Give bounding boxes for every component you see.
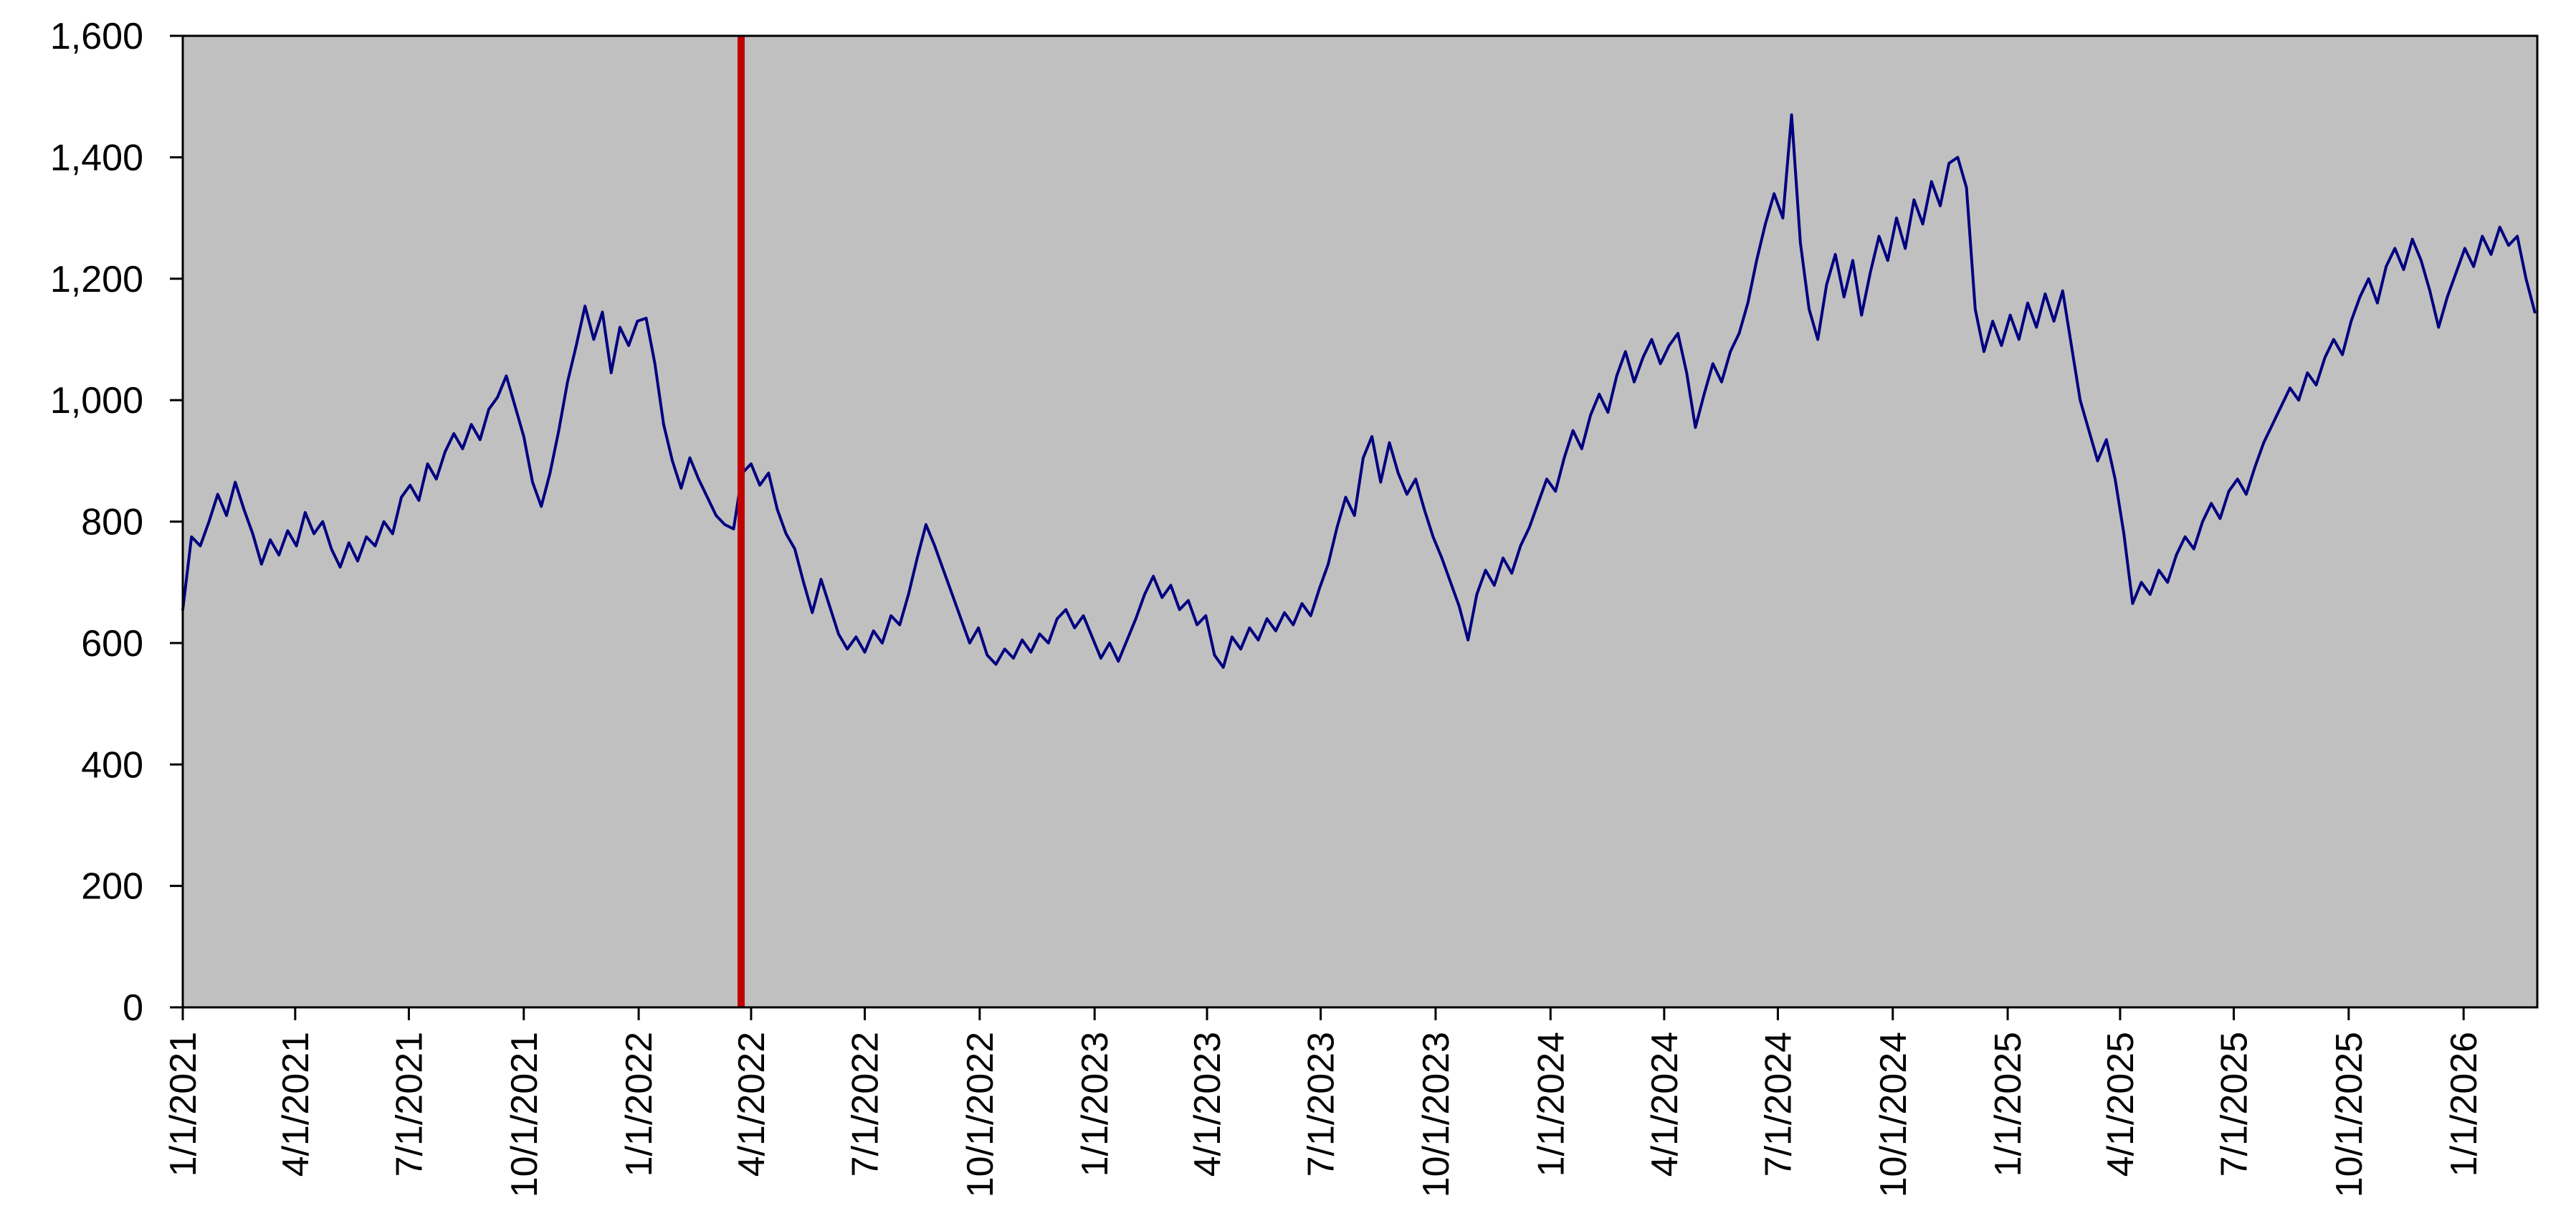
y-axis-tick-label: 600: [81, 623, 143, 665]
x-axis-tick-label: 4/1/2023: [1187, 1032, 1229, 1177]
x-axis-tick-label: 10/1/2025: [2329, 1032, 2370, 1197]
x-axis-tick-label: 1/1/2023: [1074, 1032, 1116, 1177]
x-axis-tick-label: 10/1/2024: [1873, 1032, 1914, 1197]
price-line: [181, 113, 2537, 669]
y-axis-tick-label: 1,200: [50, 259, 143, 300]
x-axis-tick-label: 10/1/2023: [1416, 1032, 1457, 1197]
x-axis-tick-label: 7/1/2021: [388, 1032, 430, 1177]
x-axis-tick-label: 7/1/2023: [1301, 1032, 1342, 1177]
x-axis-tick-label: 4/1/2025: [2100, 1032, 2142, 1177]
y-axis-tick-label: 1,600: [50, 16, 143, 57]
plot-area: [183, 36, 2537, 1007]
plot-border: [181, 34, 2539, 1009]
x-axis-tick-label: 1/1/2024: [1530, 1032, 1572, 1177]
x-axis-tick-label: 1/1/2026: [2443, 1032, 2485, 1177]
x-axis-tick-label: 10/1/2021: [504, 1032, 545, 1197]
x-axis-tick-label: 7/1/2024: [1757, 1032, 1799, 1177]
x-axis-tick-label: 4/1/2024: [1644, 1032, 1686, 1177]
x-axis-tick-label: 4/1/2021: [275, 1032, 317, 1177]
y-axis-tick-label: 800: [81, 502, 143, 543]
x-axis-tick-label: 1/1/2022: [619, 1032, 660, 1177]
x-axis-tick-label: 7/1/2025: [2214, 1032, 2256, 1177]
y-axis-tick-label: 1,000: [50, 380, 143, 422]
y-axis-tick-label: 200: [81, 866, 143, 908]
x-axis-tick-label: 1/1/2021: [163, 1032, 204, 1177]
y-axis-tick-label: 0: [123, 987, 143, 1029]
y-axis-tick-label: 1,400: [50, 137, 143, 179]
y-axis-tick-label: 400: [81, 744, 143, 786]
x-axis-tick-label: 1/1/2025: [1988, 1032, 2029, 1177]
x-axis-tick-label: 10/1/2022: [960, 1032, 1001, 1197]
x-axis-tick-label: 4/1/2022: [731, 1032, 773, 1177]
x-axis-tick-label: 7/1/2022: [845, 1032, 887, 1177]
